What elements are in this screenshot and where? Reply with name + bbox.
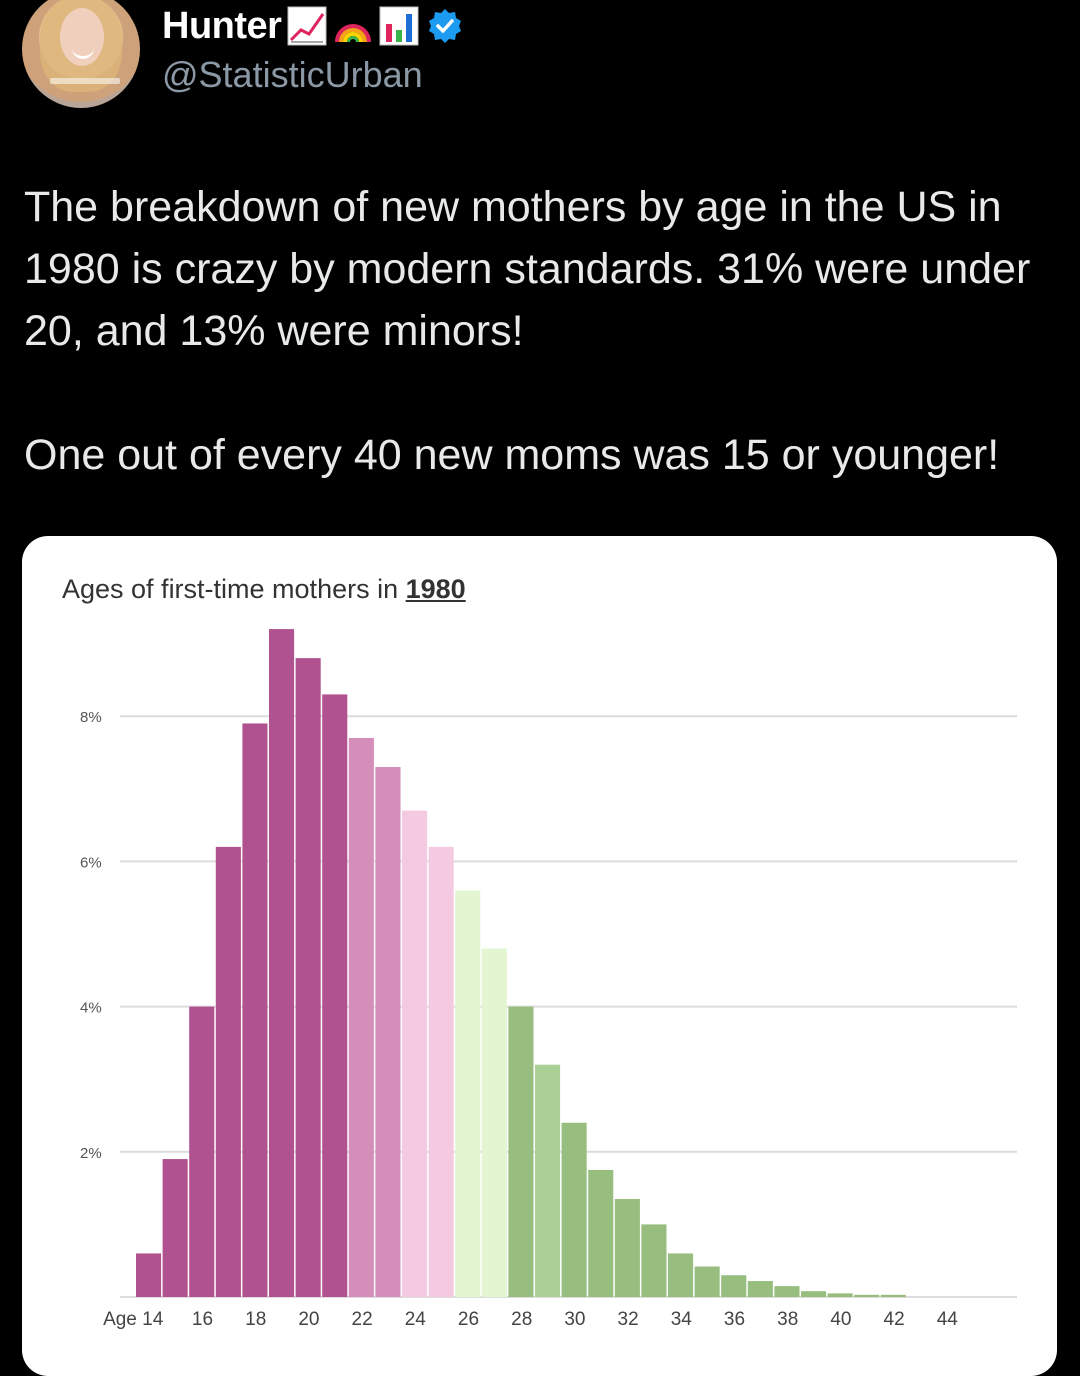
tweet-paragraph-2: One out of every 40 new moms was 15 or y… [24, 431, 1000, 479]
x-tick-label: 38 [777, 1309, 798, 1330]
verified-badge-icon[interactable] [425, 6, 465, 46]
avatar-smile [72, 48, 94, 59]
bar-age-23 [375, 767, 401, 1297]
x-tick-label: 26 [458, 1309, 479, 1330]
y-tick-label: 4% [80, 1000, 102, 1017]
bar-age-33 [641, 1224, 667, 1297]
y-tick-label: 6% [80, 854, 102, 871]
y-tick-label: 2% [80, 1145, 102, 1162]
bar-age-27 [481, 948, 507, 1297]
x-tick-label: 32 [618, 1309, 639, 1330]
bar-age-19 [269, 629, 295, 1297]
x-tick-label: 24 [405, 1309, 427, 1330]
bar-age-26 [455, 890, 481, 1297]
bar-age-32 [614, 1198, 640, 1297]
x-tick-label: 16 [192, 1309, 213, 1330]
bar-age-30 [561, 1122, 587, 1297]
histogram-chart: 2% 4% 6% 8% Age 14 16 18 20 22 24 26 28 30 32 34 36 38 40… [80, 629, 1017, 1330]
display-name[interactable]: Hunter [162, 4, 282, 47]
bar-age-34 [668, 1253, 694, 1297]
author-name-row[interactable]: Hunter [162, 4, 465, 48]
x-tick-label: 42 [884, 1309, 905, 1330]
x-tick-label: Age 14 [103, 1309, 164, 1330]
bar-age-37 [747, 1281, 773, 1297]
bar-age-38 [774, 1286, 800, 1297]
rainbow-icon [335, 24, 372, 43]
x-tick-label: 36 [724, 1309, 745, 1330]
x-tick-label: 20 [298, 1309, 319, 1330]
bar-chart-icon [379, 6, 419, 46]
chart-title-year[interactable]: 1980 [405, 574, 466, 604]
bar-age-20 [295, 658, 321, 1297]
x-tick-label: 40 [830, 1309, 851, 1330]
bar-age-25 [428, 846, 454, 1297]
avatar-caption [50, 78, 120, 84]
avatar[interactable] [22, 0, 140, 108]
bar-age-39 [801, 1291, 827, 1297]
bar-age-35 [694, 1266, 720, 1297]
bar-age-21 [322, 694, 348, 1297]
tweet-text: The breakdown of new mothers by age in t… [24, 176, 1064, 486]
bar-age-28 [508, 1006, 534, 1297]
bar-age-15 [162, 1159, 188, 1297]
chart-title: Ages of first-time mothers in 1980 [62, 574, 466, 605]
x-tick-label: 28 [511, 1309, 532, 1330]
bar-age-36 [721, 1275, 747, 1297]
x-tick-label: 22 [352, 1309, 373, 1330]
bar-age-31 [588, 1169, 614, 1297]
bar-age-17 [215, 846, 241, 1297]
chart-title-prefix: Ages of first-time mothers in [62, 574, 399, 604]
bar-age-42 [880, 1294, 906, 1297]
x-tick-label: 34 [671, 1309, 693, 1330]
bar-age-29 [535, 1064, 561, 1297]
bar-age-22 [348, 737, 374, 1297]
bar-age-18 [242, 723, 268, 1297]
chart-image-card[interactable]: Ages of first-time mothers in 1980 2% 4% 6… [22, 536, 1057, 1376]
bar-age-40 [827, 1293, 853, 1297]
x-tick-label: 30 [564, 1309, 585, 1330]
bar-age-14 [136, 1253, 162, 1297]
bar-age-41 [854, 1294, 880, 1297]
y-tick-label: 8% [80, 709, 102, 726]
bar-age-16 [189, 1006, 215, 1297]
x-tick-label: 18 [245, 1309, 266, 1330]
bar-age-24 [402, 810, 428, 1297]
tweet-paragraph-1: The breakdown of new mothers by age in t… [24, 183, 1031, 355]
author-handle[interactable]: @StatisticUrban [162, 54, 423, 95]
x-tick-label: 44 [937, 1309, 959, 1330]
chart-increasing-icon [287, 6, 327, 46]
